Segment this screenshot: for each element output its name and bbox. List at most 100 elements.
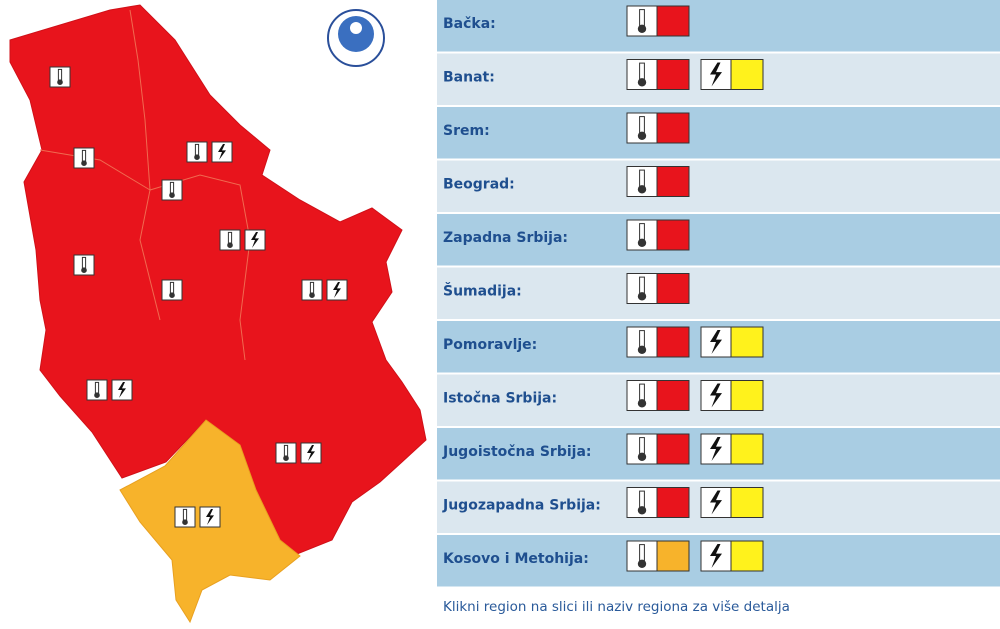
region-row[interactable]: Banat: xyxy=(437,53,1000,106)
warning-level xyxy=(656,540,690,572)
thermometer-tube xyxy=(639,9,645,28)
thermometer-tube xyxy=(639,544,645,563)
thermometer-tube xyxy=(94,381,100,395)
thermometer-bulb xyxy=(94,392,100,399)
thermometer-bulb xyxy=(637,399,647,408)
region-name[interactable]: Beograd: xyxy=(443,177,515,193)
warning-level xyxy=(730,433,764,465)
lightning xyxy=(218,144,226,160)
thermometer-bulb xyxy=(81,267,87,274)
lightning xyxy=(710,62,722,87)
warning-level xyxy=(656,59,690,90)
lightning xyxy=(118,382,126,398)
thermometer-bulb xyxy=(637,78,647,87)
thermometer-tube xyxy=(227,231,233,245)
warning-level xyxy=(656,219,690,251)
row-bg xyxy=(437,107,1000,159)
thermometer-tube xyxy=(639,62,645,81)
region-row[interactable]: Beograd: xyxy=(437,160,1000,213)
lightning xyxy=(333,282,341,298)
serbia-region[interactable] xyxy=(9,4,427,561)
lightning xyxy=(710,437,722,461)
thermometer-bulb xyxy=(637,452,647,461)
warning-level xyxy=(656,380,690,411)
region-name[interactable]: Jugozapadna Srbija: xyxy=(442,498,601,514)
region-row[interactable]: Srem: xyxy=(437,107,1000,159)
warning-level xyxy=(656,273,690,304)
thermometer-bulb xyxy=(227,242,233,248)
warning-level xyxy=(656,433,690,465)
thermometer-tube xyxy=(639,383,645,403)
warning-level xyxy=(656,5,690,37)
thermometer-tube xyxy=(639,276,645,296)
warning-level xyxy=(656,166,690,197)
lightning xyxy=(307,445,315,461)
logo xyxy=(327,9,385,67)
lightning xyxy=(710,383,722,408)
thermometer-bulb xyxy=(637,238,647,247)
map xyxy=(9,4,427,624)
thermometer-tube xyxy=(169,281,175,295)
lightning xyxy=(251,232,259,248)
warning-level xyxy=(730,326,764,358)
thermometer-tube xyxy=(309,281,315,295)
region-row[interactable]: Kosovo i Metohija: xyxy=(437,535,1000,587)
thermometer-bulb xyxy=(637,506,647,515)
region-name[interactable]: Jugoistočna Srbija: xyxy=(442,444,592,460)
warning-table: Bačka: Banat: Srem: Beograd: Zapadna Srbija:… xyxy=(437,0,1000,587)
thermometer-tube xyxy=(169,181,175,195)
warning-level xyxy=(730,380,764,411)
thermometer-bulb xyxy=(637,345,647,354)
row-bg xyxy=(437,0,1000,52)
lightning xyxy=(710,544,722,568)
thermometer-bulb xyxy=(283,455,289,462)
region-name[interactable]: Banat: xyxy=(443,70,495,86)
region-name[interactable]: Kosovo i Metohija: xyxy=(443,551,589,567)
region-name[interactable]: Šumadija: xyxy=(443,282,522,300)
warning-level xyxy=(656,326,690,358)
region-row[interactable]: Bačka: xyxy=(437,0,1000,52)
thermometer-bulb xyxy=(637,24,647,33)
region-name[interactable]: Zapadna Srbija: xyxy=(443,230,568,246)
region-row[interactable]: Istočna Srbija: xyxy=(437,374,1000,427)
thermometer-tube xyxy=(182,508,188,522)
thermometer-bulb xyxy=(169,192,175,198)
footer-note: Klikni region na slici ili naziv regiona… xyxy=(443,599,790,615)
thermometer-tube xyxy=(194,143,200,157)
warning-level xyxy=(656,487,690,518)
warning-level xyxy=(656,112,690,144)
thermometer-bulb xyxy=(637,185,647,194)
thermometer-tube xyxy=(283,444,289,458)
region-name[interactable]: Pomoravlje: xyxy=(443,337,537,353)
warning-level xyxy=(730,487,764,518)
thermometer-tube xyxy=(639,116,645,135)
thermometer-bulb xyxy=(182,519,188,525)
thermometer-bulb xyxy=(309,292,315,299)
thermometer-bulb xyxy=(637,292,647,301)
thermometer-tube xyxy=(81,256,87,270)
region-name[interactable]: Bačka: xyxy=(443,16,496,32)
region-row[interactable]: Jugoistočna Srbija: xyxy=(437,428,1000,480)
thermometer-bulb xyxy=(637,131,647,140)
lightning xyxy=(710,330,722,354)
thermometer-bulb xyxy=(169,292,175,299)
thermometer-tube xyxy=(639,169,645,189)
region-name[interactable]: Istočna Srbija: xyxy=(443,391,557,407)
region-row[interactable]: Zapadna Srbija: xyxy=(437,214,1000,266)
region-row[interactable]: Pomoravlje: xyxy=(437,321,1000,373)
row-bg xyxy=(437,160,1000,212)
lightning xyxy=(206,509,214,525)
region-row[interactable]: Šumadija: xyxy=(437,267,1000,320)
thermometer-bulb xyxy=(81,160,87,166)
region-name[interactable]: Srem: xyxy=(443,123,490,139)
thermometer-tube xyxy=(57,68,63,82)
thermometer-tube xyxy=(639,490,645,510)
thermometer-bulb xyxy=(637,559,647,568)
region-row[interactable]: Jugozapadna Srbija: xyxy=(437,481,1000,534)
thermometer-tube xyxy=(639,330,645,349)
thermometer-bulb xyxy=(57,79,63,85)
region-borders xyxy=(39,9,251,361)
lightning xyxy=(710,490,722,515)
row-bg xyxy=(437,214,1000,266)
